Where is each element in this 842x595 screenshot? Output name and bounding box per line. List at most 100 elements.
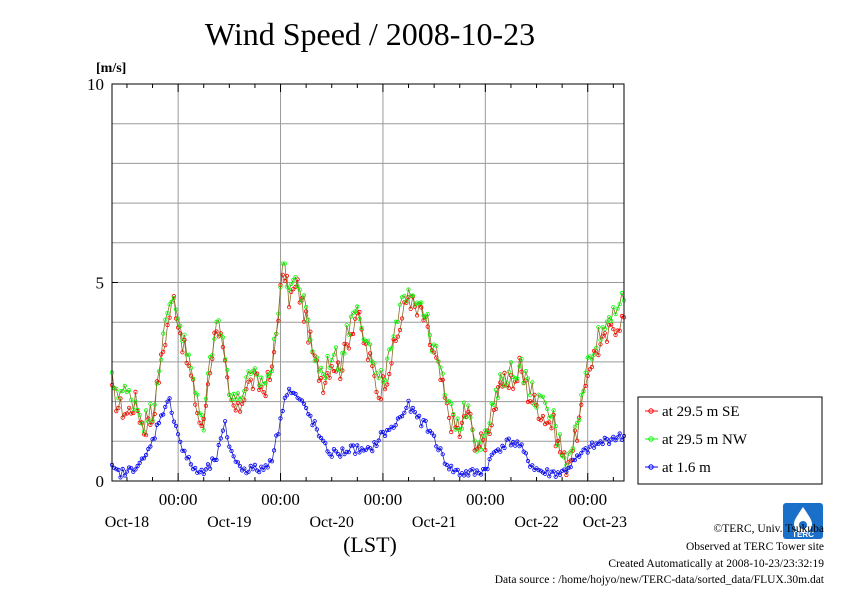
data-point: [274, 331, 279, 336]
data-point: [591, 348, 597, 353]
x-tick-label-time: 00:00: [466, 490, 505, 509]
data-point: [191, 376, 196, 381]
data-point: [579, 450, 584, 456]
data-point: [152, 411, 157, 417]
data-point: [331, 368, 336, 374]
data-point: [331, 352, 336, 357]
data-point: [227, 444, 232, 449]
data-point: [389, 424, 394, 429]
data-point: [327, 365, 332, 370]
data-point: [367, 351, 373, 356]
data-point: [308, 337, 313, 343]
data-point: [515, 439, 520, 444]
data-point: [459, 471, 464, 476]
chart-title: Wind Speed / 2008-10-23: [205, 16, 535, 52]
data-point: [327, 451, 332, 457]
data-point: [271, 448, 277, 453]
data-point: [244, 375, 249, 380]
data-point: [323, 380, 328, 385]
data-point: [295, 277, 300, 282]
data-point: [308, 413, 313, 418]
data-point: [203, 403, 208, 408]
data-point: [299, 398, 304, 403]
data-point: [606, 441, 612, 446]
data-point: [615, 328, 620, 333]
data-point: [225, 367, 230, 373]
data-point: [129, 466, 134, 471]
data-point: [397, 327, 403, 333]
series-line-0: [111, 273, 625, 476]
data-point: [122, 383, 127, 388]
data-point: [116, 467, 121, 472]
data-point: [321, 390, 326, 395]
data-point: [449, 429, 454, 435]
data-point: [363, 338, 368, 344]
data-point: [587, 444, 593, 449]
data-point: [312, 419, 317, 424]
data-point: [333, 345, 339, 350]
data-point: [363, 341, 368, 346]
data-point: [148, 422, 153, 427]
data-point: [429, 349, 435, 354]
data-point: [532, 402, 537, 408]
x-tick-label-time: 00:00: [159, 490, 198, 509]
data-point: [306, 340, 311, 345]
data-point: [250, 368, 255, 373]
data-point: [617, 301, 622, 307]
data-point: [340, 368, 345, 373]
data-point: [600, 441, 605, 447]
data-point: [466, 409, 471, 414]
data-point: [589, 357, 595, 362]
data-point: [280, 261, 285, 266]
data-point: [120, 415, 125, 420]
data-point: [348, 443, 353, 448]
x-tick-label-date: Oct-18: [105, 514, 149, 531]
data-point: [299, 295, 304, 301]
data-point: [449, 463, 454, 468]
data-point: [289, 289, 294, 294]
y-tick-label: 5: [96, 274, 105, 293]
data-point: [150, 437, 155, 442]
data-point: [525, 458, 531, 464]
data-point: [502, 383, 507, 388]
data-point: [242, 388, 247, 394]
data-point: [397, 302, 403, 307]
data-point: [165, 322, 170, 328]
data-point: [325, 449, 330, 454]
data-point: [495, 384, 501, 390]
data-point: [248, 371, 253, 377]
data-point: [453, 468, 458, 473]
data-point: [346, 346, 351, 351]
data-point: [500, 376, 505, 381]
data-point: [344, 322, 349, 328]
data-point: [429, 348, 435, 353]
data-point: [231, 403, 236, 408]
data-point: [513, 376, 518, 381]
data-point: [150, 419, 155, 424]
data-point: [325, 371, 330, 376]
data-point: [137, 420, 142, 425]
data-point: [365, 445, 371, 450]
series-line-1: [111, 263, 625, 466]
plot-frame: [111, 83, 625, 482]
data-point: [350, 443, 356, 448]
data-point: [250, 467, 255, 472]
data-point: [133, 467, 138, 472]
data-point: [276, 311, 281, 316]
data-point: [325, 353, 330, 359]
data-point: [323, 375, 328, 381]
data-point: [380, 429, 385, 435]
data-point: [365, 357, 371, 362]
data-point: [280, 408, 285, 414]
data-point: [214, 457, 219, 462]
data-point: [144, 452, 149, 458]
data-point: [414, 300, 420, 305]
data-point: [159, 352, 164, 357]
data-point: [350, 331, 356, 337]
data-point: [517, 355, 522, 360]
data-point: [389, 346, 394, 351]
data-point: [131, 407, 136, 412]
data-point: [502, 445, 507, 451]
data-point: [342, 351, 347, 356]
